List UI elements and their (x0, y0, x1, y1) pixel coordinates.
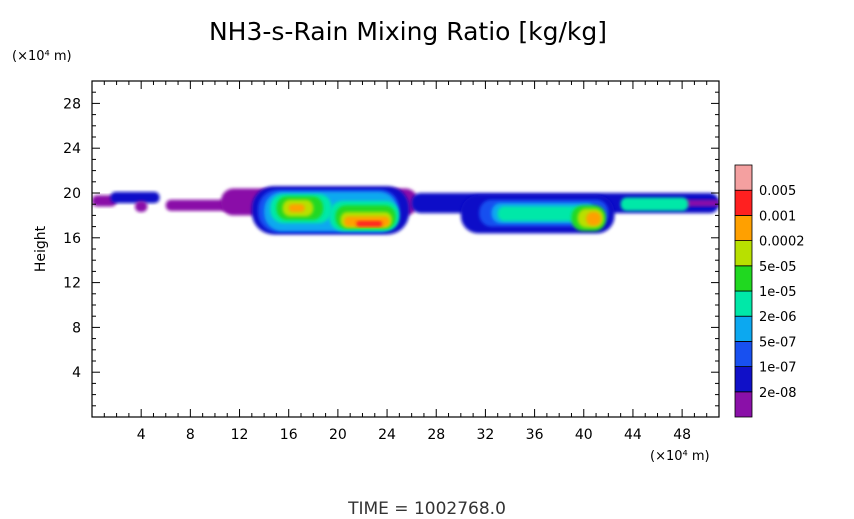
x-tick-label: 16 (280, 427, 298, 443)
data-region (135, 200, 148, 213)
x-tick-label: 32 (476, 427, 494, 443)
colorbar-swatch (734, 265, 753, 292)
y-tick-label: 8 (72, 320, 81, 336)
colorbar-label: 5e-07 (759, 335, 797, 350)
colorbar-label: 5e-05 (759, 260, 797, 275)
y-tick-label: 12 (63, 276, 81, 292)
colorbar-swatch (734, 164, 753, 191)
y-axis-label: Height (33, 225, 49, 272)
x-tick-label: 36 (526, 427, 544, 443)
data-region (620, 197, 689, 211)
y-tick-label: 28 (63, 96, 81, 112)
colorbar-swatch (734, 240, 753, 267)
colorbar-swatch (734, 391, 753, 418)
y-axis-unit: (×10⁴ m) (12, 49, 72, 64)
data-region (682, 199, 719, 207)
data-region (356, 221, 383, 227)
x-axis: 4 8 12 16 20 24 28 32 36 40 44 48 (103, 81, 708, 443)
colorbar-swatch (734, 214, 753, 241)
data-region (586, 212, 601, 226)
x-tick-label: 24 (378, 427, 396, 443)
time-label: TIME = 1002768.0 (347, 499, 506, 519)
y-tick-label: 24 (63, 141, 81, 157)
plot-frame (91, 80, 720, 418)
y-axis: 4 8 12 16 20 24 28 (63, 91, 719, 407)
y-tick-label: 4 (72, 365, 81, 381)
y-tick-label: 20 (63, 186, 81, 202)
y-tick-label: 16 (63, 231, 81, 247)
colorbar-swatch (734, 290, 753, 317)
x-tick-label: 12 (231, 427, 249, 443)
x-tick-label: 4 (137, 427, 146, 443)
x-tick-label: 44 (624, 427, 642, 443)
colorbar-label: 0.0002 (759, 235, 805, 250)
colorbar-label: 0.001 (759, 209, 796, 224)
x-tick-label: 8 (186, 427, 195, 443)
x-tick-label: 28 (427, 427, 445, 443)
colorbar-swatch (734, 340, 753, 367)
data-region (110, 191, 160, 204)
colorbar: 2e-08 1e-07 5e-07 2e-06 1e-05 5e-05 0.0002 0.00… (734, 164, 805, 418)
chart-title: NH3-s-Rain Mixing Ratio [kg/kg] (209, 17, 607, 46)
colorbar-label: 2e-06 (759, 310, 797, 325)
colorbar-swatch (734, 189, 753, 216)
colorbar-label: 1e-07 (759, 361, 797, 376)
data-region (497, 206, 584, 221)
x-tick-label: 20 (329, 427, 347, 443)
data-region (165, 199, 238, 211)
data-field (92, 186, 719, 235)
x-axis-unit: (×10⁴ m) (650, 449, 710, 464)
x-tick-label: 48 (673, 427, 691, 443)
colorbar-label: 0.005 (759, 184, 796, 199)
colorbar-label: 2e-08 (759, 386, 797, 401)
colorbar-swatch (734, 366, 753, 393)
data-region (288, 204, 305, 213)
colorbar-label: 1e-05 (759, 285, 797, 300)
data-region (92, 195, 117, 207)
x-tick-label: 40 (575, 427, 593, 443)
colorbar-swatch (734, 315, 753, 342)
